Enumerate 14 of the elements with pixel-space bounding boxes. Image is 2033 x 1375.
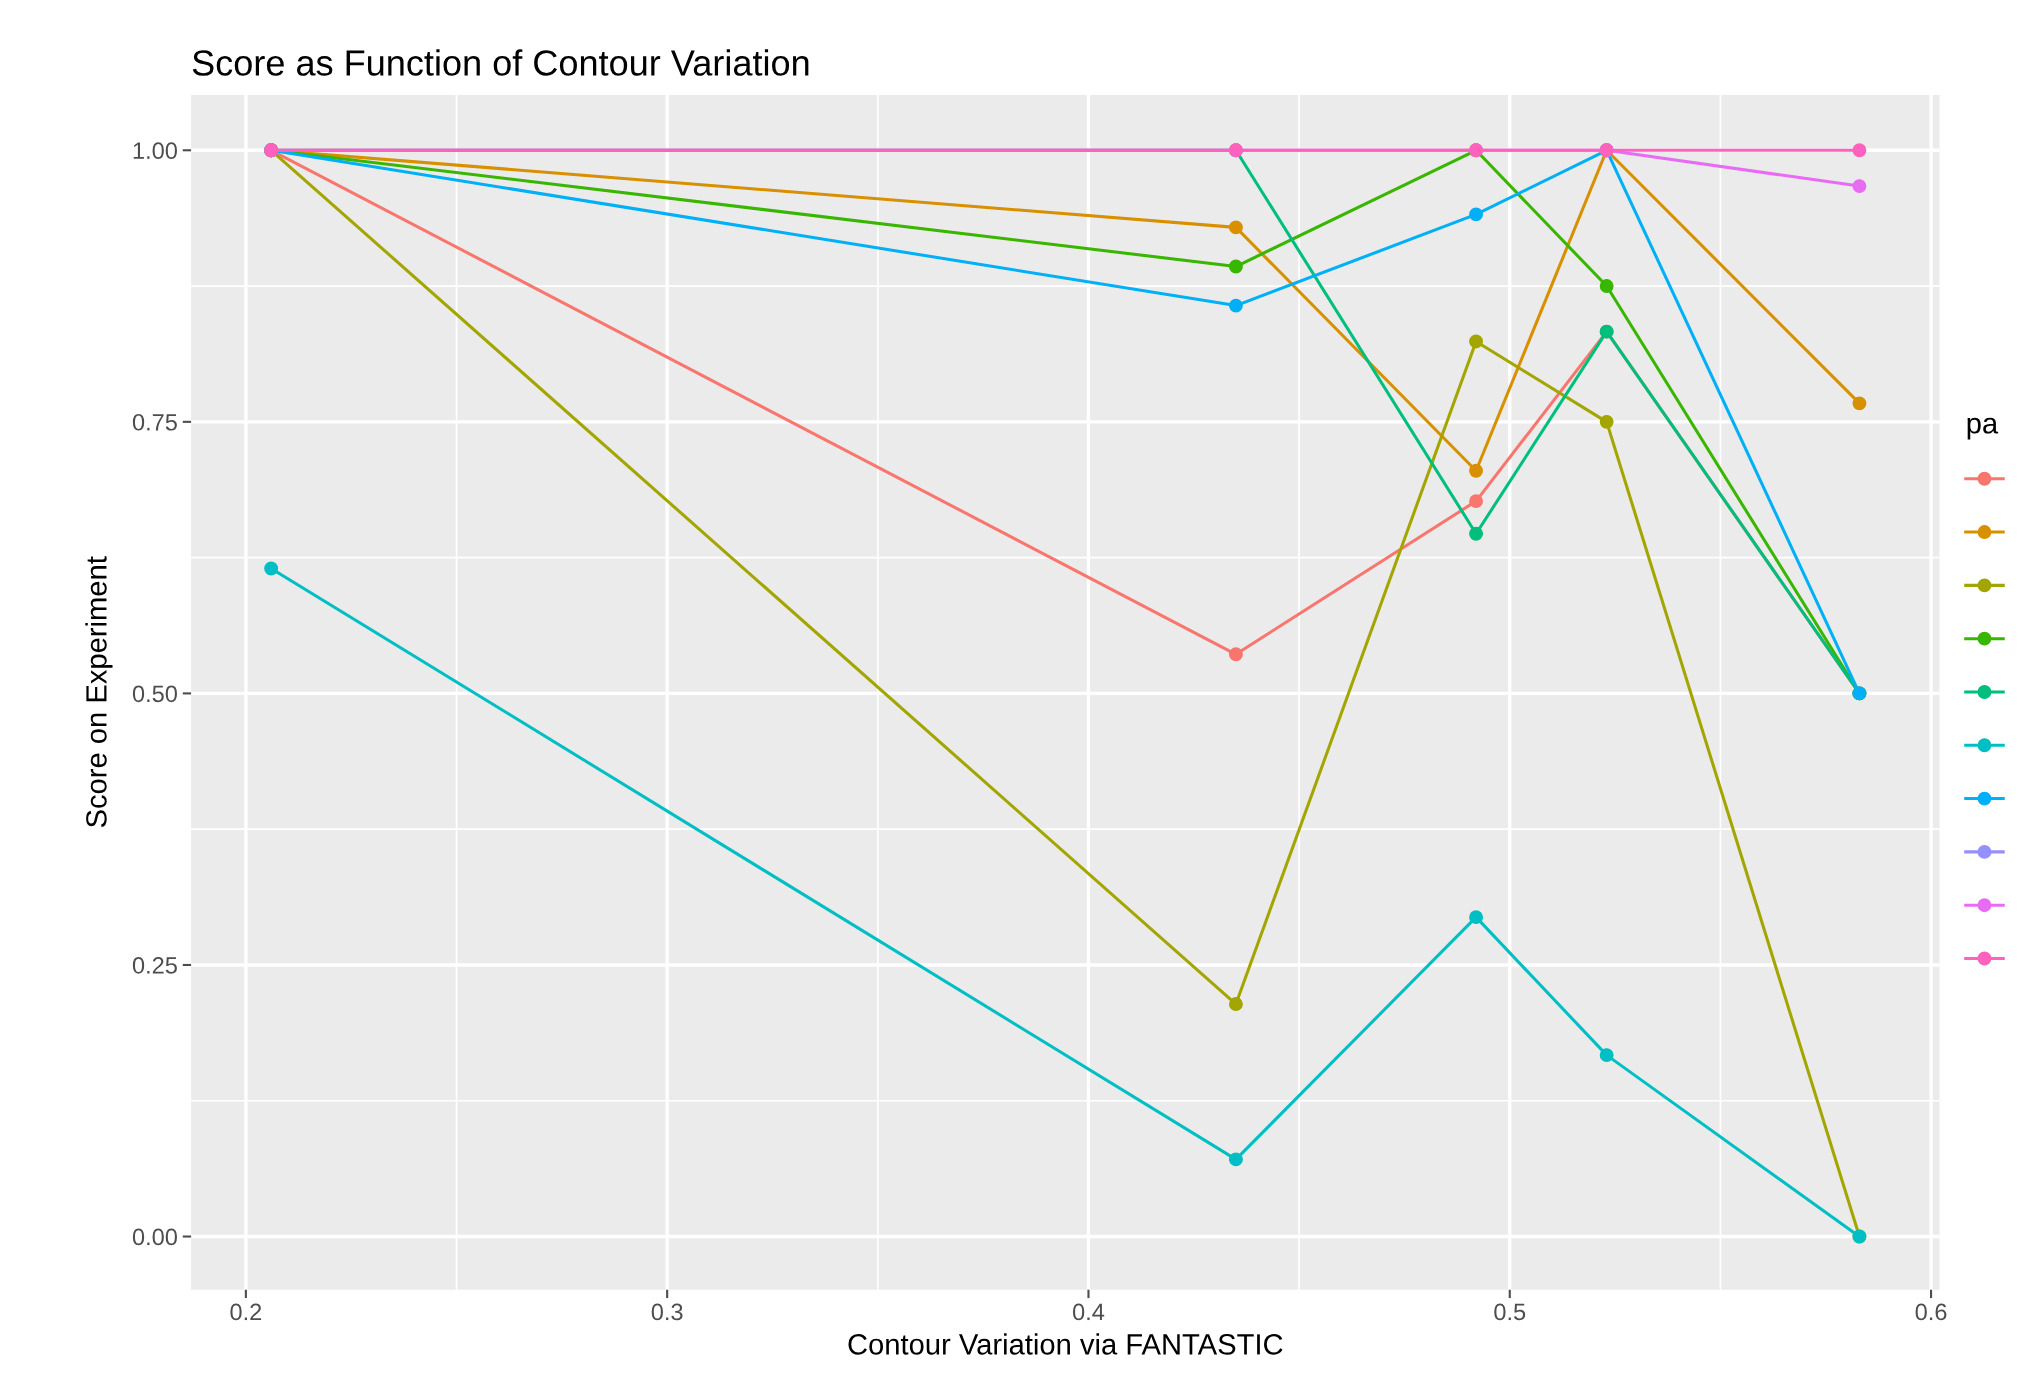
y-tick-label: 0.50 [132, 685, 177, 703]
x-tick-label: 0.2 [230, 1303, 262, 1321]
chart-title: Score as Function of Contour Variation [192, 49, 809, 76]
y-tick-label: 0.25 [132, 957, 177, 974]
y-tick-label: 0.75 [132, 413, 177, 431]
y-axis-title: Score on Experiment [85, 556, 113, 828]
x-tick-label: 0.3 [651, 1303, 683, 1321]
y-tick-label: 1.00 [133, 142, 177, 160]
legend-title: pa [1967, 417, 1999, 440]
y-tick-label: 0.00 [132, 1228, 177, 1246]
x-axis-title: Contour Variation via FANTASTIC [848, 1333, 1283, 1355]
x-tick-label: 0.4 [1072, 1303, 1105, 1321]
x-tick-label: 0.6 [1915, 1303, 1947, 1321]
x-tick-label: 0.5 [1494, 1303, 1526, 1321]
